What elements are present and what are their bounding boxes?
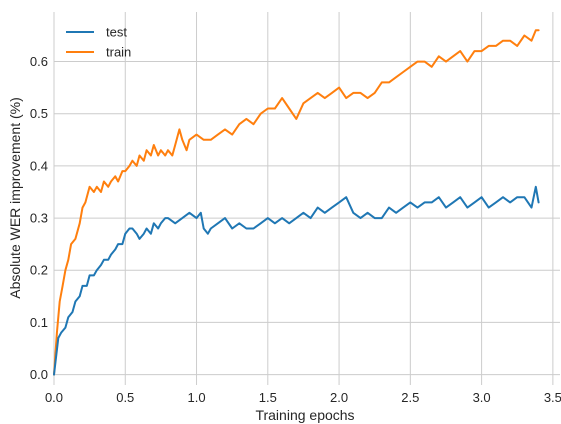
y-tick-label: 0.6 xyxy=(30,54,48,69)
plot-area xyxy=(54,12,560,385)
x-tick-label: 3.0 xyxy=(473,390,491,405)
x-tick-label: 0.5 xyxy=(116,390,134,405)
x-tick-label: 2.0 xyxy=(330,390,348,405)
series-line-test xyxy=(53,185,540,376)
x-tick-label: 3.5 xyxy=(544,390,561,405)
tick-labels: 0.0 0.5 1.0 1.5 2.0 2.5 3.0 3.5 0.0 0.1 0.2 0.3 0.4 0… xyxy=(30,54,561,405)
grid xyxy=(53,12,560,385)
y-tick-label: 0.2 xyxy=(30,263,48,278)
y-tick-label: 0.0 xyxy=(30,367,48,382)
legend-label-test: test xyxy=(106,25,127,40)
x-tick-label: 2.5 xyxy=(401,390,419,405)
series-layer xyxy=(53,29,540,376)
legend: test train xyxy=(66,25,131,60)
y-axis-label: Absolute WER improvement (%) xyxy=(7,97,23,299)
legend-label-train: train xyxy=(106,45,131,60)
y-tick-label: 0.3 xyxy=(30,211,48,226)
series-line-train xyxy=(53,29,540,376)
y-tick-label: 0.5 xyxy=(30,106,48,121)
x-axis-label: Training epochs xyxy=(255,407,354,423)
x-tick-label: 1.0 xyxy=(187,390,205,405)
x-tick-label: 0.0 xyxy=(45,390,63,405)
y-tick-label: 0.1 xyxy=(30,315,48,330)
x-tick-label: 1.5 xyxy=(259,390,277,405)
y-tick-label: 0.4 xyxy=(30,158,48,173)
